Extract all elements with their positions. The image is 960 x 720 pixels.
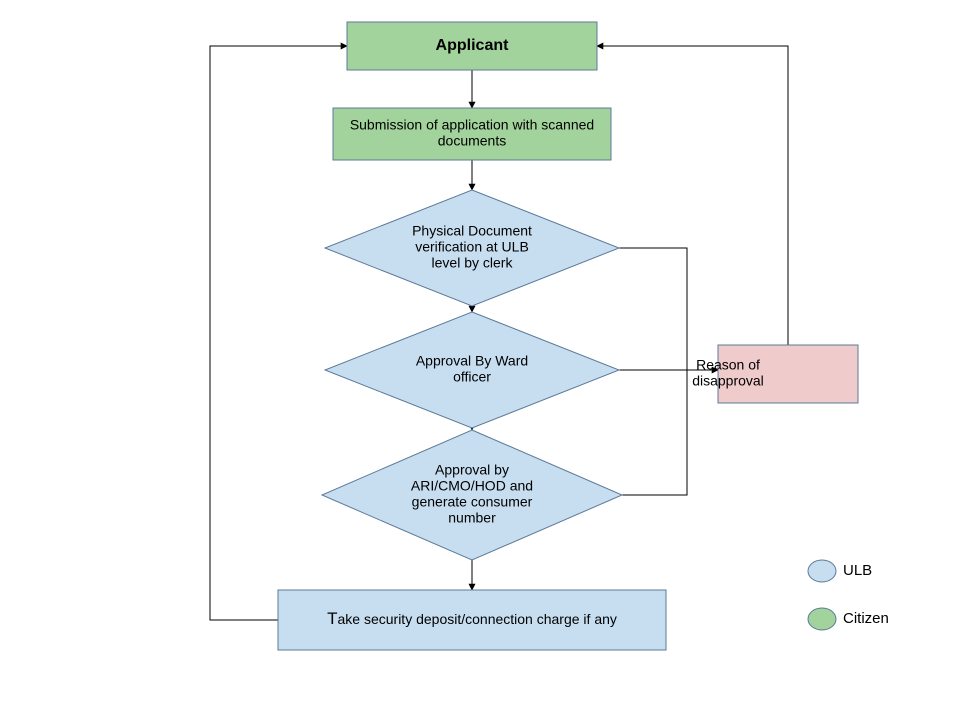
edge <box>622 370 687 495</box>
node-disapproval-label-1: disapproval <box>692 373 764 389</box>
node-ari-label-3: number <box>448 510 496 526</box>
legend-swatch-1 <box>808 608 836 630</box>
legend-swatch-0 <box>808 560 836 582</box>
node-submission-label-0: Submission of application with scanned <box>350 117 594 133</box>
edge <box>210 46 347 620</box>
legend-label-0: ULB <box>843 562 872 579</box>
node-ward-label-0: Approval By Ward <box>416 353 528 369</box>
legend-label-1: Citizen <box>843 610 889 627</box>
node-ari-label-1: ARI/CMO/HOD and <box>411 478 533 494</box>
node-submission-label-1: documents <box>438 133 506 149</box>
node-disapproval: Reason ofdisapproval <box>692 345 858 403</box>
node-ward-label-1: officer <box>453 369 491 385</box>
node-verification-label-1: verification at ULB <box>415 239 529 255</box>
node-security-label-0: Take security deposit/connection charge … <box>327 609 617 628</box>
node-verification-label-0: Physical Document <box>412 223 532 239</box>
node-ward: Approval By Wardofficer <box>325 312 619 428</box>
node-verification-label-2: level by clerk <box>432 255 514 271</box>
node-disapproval-label-0: Reason of <box>696 357 760 373</box>
legend: ULB Citizen <box>808 560 889 630</box>
node-security: Take security deposit/connection charge … <box>278 590 666 650</box>
edge <box>597 46 788 345</box>
node-ari-label-0: Approval by <box>435 462 509 478</box>
edge <box>619 248 687 370</box>
nodes-layer: Applicant Submission of application with … <box>278 22 858 650</box>
node-ari: Approval byARI/CMO/HOD andgenerate consu… <box>322 430 622 560</box>
node-verification: Physical Documentverification at ULBleve… <box>325 190 619 306</box>
node-submission: Submission of application with scanneddo… <box>333 108 611 160</box>
node-applicant-label-0: Applicant <box>436 37 510 54</box>
node-applicant: Applicant <box>347 22 597 70</box>
node-ari-label-2: generate consumer <box>412 494 533 510</box>
